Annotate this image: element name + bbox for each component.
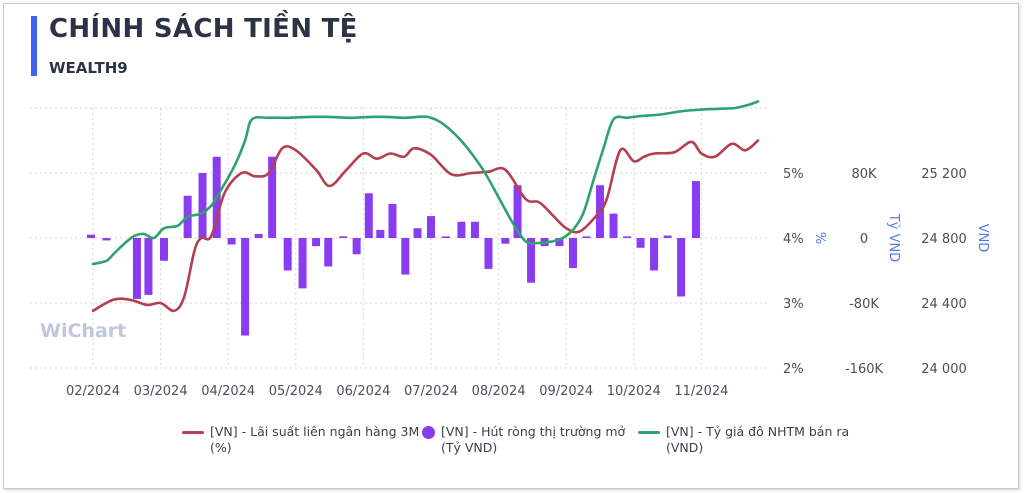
net-injection-bar — [413, 228, 422, 238]
legend-item-rate[interactable]: [VN] - Lãi suất liên ngân hàng 3M (%) — [182, 424, 419, 456]
legend-swatch-line-icon — [182, 431, 204, 434]
x-tick-label: 10/2024 — [607, 384, 661, 399]
x-tick-label: 06/2024 — [336, 384, 390, 399]
net-injection-bar — [324, 238, 333, 267]
net-injection-bar — [555, 238, 564, 247]
net_injection-tick-label: -80K — [849, 297, 879, 312]
fx-tick-label: 24 800 — [921, 232, 967, 247]
net-injection-bar — [609, 213, 618, 238]
net-injection-bar — [339, 236, 348, 238]
x-tick-label: 04/2024 — [201, 384, 255, 399]
rate-tick-label: 2% — [783, 362, 804, 377]
net-injection-bar — [582, 236, 591, 238]
net-injection-bar — [457, 221, 466, 238]
rate-axis-title: % — [812, 232, 827, 244]
net-injection-bar — [636, 238, 645, 248]
legend: [VN] - Lãi suất liên ngân hàng 3M (%) [V… — [0, 424, 1024, 464]
net-injection-axis-title: Tỷ VND — [886, 213, 901, 262]
net-injection-bar — [427, 216, 435, 238]
net-injection-bar — [513, 185, 522, 238]
x-tick-label: 09/2024 — [539, 384, 593, 399]
net-injection-bar — [677, 238, 686, 297]
fx-tick-label: 25 200 — [921, 167, 967, 182]
net-injection-bar — [298, 238, 307, 289]
fx-tick-label: 24 000 — [921, 362, 967, 377]
net-injection-bar — [159, 238, 168, 261]
x-tick-label: 11/2024 — [674, 384, 728, 399]
net-injection-bar — [198, 173, 207, 238]
fx-axis-ticks: 24 000 24 400 24 800 25 200 — [921, 167, 967, 377]
net-injection-bar — [268, 156, 277, 238]
net-injection-bar — [241, 238, 250, 336]
legend-item-fx[interactable]: [VN] - Tỷ giá đô NHTM bán ra (VND) — [638, 424, 849, 456]
x-axis-ticks: 02/2024 03/2024 04/2024 05/2024 06/2024 07/20… — [66, 384, 728, 399]
net_injection-tick-label: 80K — [851, 167, 877, 182]
rate-tick-label: 5% — [783, 167, 804, 182]
title-accent-bar — [31, 16, 37, 76]
net-injection-bar — [501, 238, 510, 244]
net-injection-bar — [254, 233, 263, 238]
legend-label-fx: [VN] - Tỷ giá đô NHTM bán ra (VND) — [666, 424, 850, 455]
rate-axis-ticks: 2% 3% 4% 5% — [783, 167, 804, 377]
net-injection-bar — [401, 238, 410, 275]
x-tick-label: 05/2024 — [269, 384, 323, 399]
chart-title: CHÍNH SÁCH TIỀN TỆ — [49, 14, 358, 44]
net-injection-bar — [227, 238, 236, 245]
x-tick-label: 07/2024 — [404, 384, 458, 399]
fx-tick-label: 24 400 — [921, 297, 967, 312]
watermark-text: WiChart — [40, 320, 126, 342]
net-injection-bar — [663, 235, 672, 238]
watermark: WiChart — [40, 320, 126, 342]
net-injection-bar — [283, 238, 292, 271]
legend-swatch-dot-icon — [422, 426, 435, 439]
legend-item-net-injection[interactable]: [VN] - Hút ròng thị trường mở (Tỷ VND) — [422, 424, 625, 456]
series-lines[interactable] — [91, 100, 760, 313]
net-injection-bar — [352, 238, 361, 255]
fx-rate-line — [91, 100, 760, 266]
net-injection-bar — [376, 229, 385, 238]
chart-card — [3, 3, 1019, 489]
legend-label-net-injection: [VN] - Hút ròng thị trường mở (Tỷ VND) — [441, 424, 626, 455]
net-injection-bar — [312, 238, 321, 247]
net-injection-bar — [102, 238, 111, 241]
rate-tick-label: 4% — [783, 232, 804, 247]
rate-tick-label: 3% — [783, 297, 804, 312]
net-injection-bar — [441, 236, 450, 238]
net-injection-axis-ticks: -160K -80K 0 80K — [845, 167, 884, 377]
interbank-rate-line — [91, 139, 760, 313]
net-injection-bar — [86, 234, 95, 238]
net-injection-bar — [132, 238, 141, 299]
legend-swatch-line-icon — [638, 431, 660, 434]
net-injection-bar — [623, 236, 632, 238]
net-injection-bar — [691, 181, 700, 238]
net_injection-tick-label: 0 — [860, 232, 868, 247]
x-tick-label: 08/2024 — [472, 384, 526, 399]
fx-axis-title: VND — [975, 224, 990, 253]
net-injection-bar — [650, 238, 659, 271]
net-injection-bar — [144, 238, 153, 295]
net-injection-bar — [364, 193, 373, 238]
chart-subtitle: WEALTH9 — [49, 59, 128, 77]
net-injection-bar — [527, 238, 536, 283]
x-tick-label: 03/2024 — [134, 384, 188, 399]
net-injection-bar — [568, 238, 577, 269]
net_injection-tick-label: -160K — [845, 362, 884, 377]
legend-label-rate: [VN] - Lãi suất liên ngân hàng 3M (%) — [210, 424, 420, 455]
x-tick-label: 02/2024 — [66, 384, 120, 399]
net-injection-bar — [388, 203, 397, 238]
net-injection-bar — [470, 221, 479, 238]
net-injection-bar — [484, 238, 493, 269]
